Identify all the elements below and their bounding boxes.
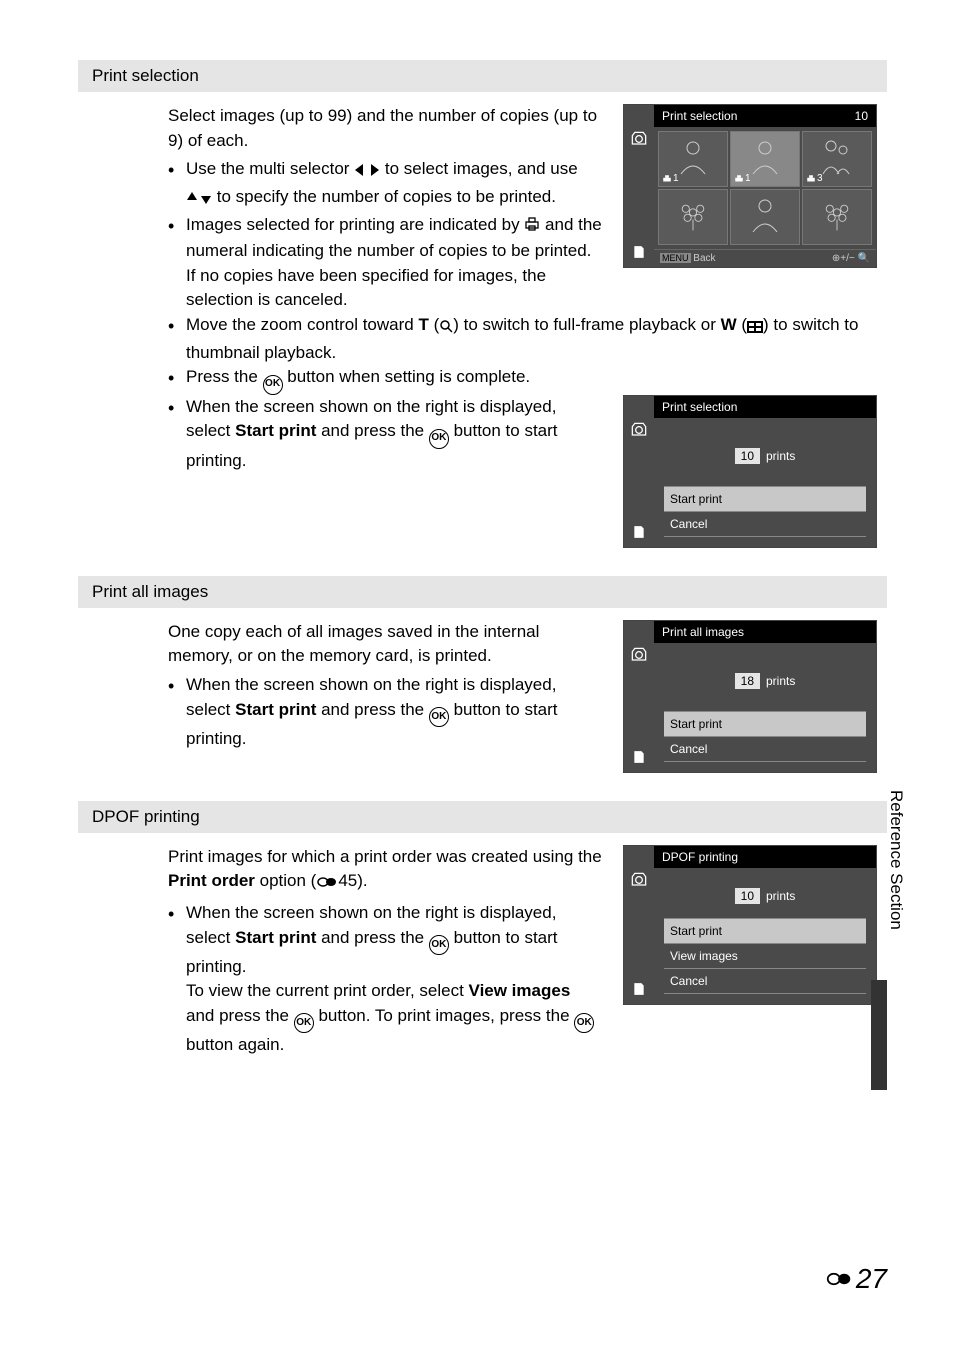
section-header-print-all: Print all images [78,576,887,608]
section-body-dpof: Print images for which a print order was… [78,845,887,1058]
page-number: 27 [826,1263,887,1295]
up-down-arrow-icon [186,188,212,213]
page-number-text: 27 [856,1263,887,1295]
magnify-icon [439,316,453,341]
text-fragment: ( [737,315,747,334]
text-fragment: and press the [186,1006,294,1025]
section-body-print-all: One copy each of all images saved in the… [78,620,887,773]
start-print-label: Start print [235,928,316,947]
figure-dpof-menu: DPOF printing 10 prints Start print View… [623,845,877,1005]
text-fragment: button again. [186,1035,284,1054]
section-body-print-selection: Select images (up to 99) and the number … [78,104,887,548]
menu-item-cancel: Cancel [664,969,866,994]
prints-label: prints [766,674,795,688]
link-icon [316,872,338,897]
para-dpof: Print images for which a print order was… [168,845,603,897]
figure-print-selection-thumbnails: Print selection 10 1 1 3 MENU Back ⊕+/− … [623,104,877,268]
figure-count: 10 [855,109,868,123]
figure-title: DPOF printing [662,850,738,864]
card-icon [632,525,646,539]
print-count: 10 [735,888,760,904]
card-icon [632,750,646,764]
text-fragment: Move the zoom control toward [186,315,418,334]
prints-label: prints [766,889,795,903]
printer-icon [524,215,540,240]
intro-text: Select images (up to 99) and the number … [168,104,603,153]
w-label: W [721,315,737,334]
para-print-all: One copy each of all images saved in the… [168,620,603,669]
text-fragment: Print images for which a print order was… [168,847,602,866]
t-label: T [418,315,428,334]
card-icon [632,982,646,996]
copy-count: 3 [817,173,823,184]
figure-title: Print selection [662,400,737,414]
print-count: 10 [735,448,760,464]
section-header-print-selection: Print selection [78,60,887,92]
bullet-dpof: When the screen shown on the right is di… [186,901,603,1058]
text-fragment: Press the [186,367,263,386]
print-order-label: Print order [168,871,255,890]
start-print-label: Start print [235,700,316,719]
menu-item-start-print: Start print [664,919,866,944]
ok-button-icon: OK [574,1013,594,1033]
bullet-images-selected: Images selected for printing are indicat… [186,213,603,314]
text-fragment: to select images, and use [380,159,578,178]
print-count: 18 [735,673,760,689]
ref-num: 45 [338,871,357,890]
menu-item-start-print: Start print [664,487,866,512]
camera-icon [629,870,649,890]
camera-icon [629,420,649,440]
menu-item-cancel: Cancel [664,737,866,762]
bullet-press-ok: Press the OK button when setting is comp… [186,365,877,394]
menu-item-view-images: View images [664,944,866,969]
camera-icon [629,129,649,149]
link-icon [826,1270,852,1288]
menu-item-start-print: Start print [664,712,866,737]
back-label: MENU Back [660,253,716,264]
copy-count: 1 [673,173,679,184]
ok-button-icon: OK [263,375,283,395]
bullet-start-print: When the screen shown on the right is di… [186,395,603,474]
ok-button-icon: OK [429,935,449,955]
text-fragment: and press the [316,421,428,440]
ok-button-icon: OK [294,1013,314,1033]
text-fragment: Images selected for printing are indicat… [186,215,524,234]
bullet-print-all: When the screen shown on the right is di… [186,673,603,752]
copy-count: 1 [745,173,751,184]
text-fragment: ) to switch to full-frame playback or [453,315,720,334]
view-images-label: View images [469,981,571,1000]
text-fragment: option ( [255,871,316,890]
figure-print-selection-menu: Print selection 10 prints Start print Ca… [623,395,877,548]
text-fragment: to specify the number of copies to be pr… [212,187,556,206]
section-header-dpof: DPOF printing [78,801,887,833]
camera-icon [629,645,649,665]
text-fragment: and press the [316,928,428,947]
text-fragment: ( [429,315,439,334]
menu-item-cancel: Cancel [664,512,866,537]
ok-button-icon: OK [429,429,449,449]
card-icon [632,245,646,259]
figure-title: Print selection [662,109,737,123]
left-right-arrow-icon [354,160,380,185]
bullet-zoom: Move the zoom control toward T ( ) to swi… [186,313,877,365]
text-fragment: and press the [316,700,428,719]
text-fragment: button. To print images, press the [314,1006,575,1025]
bullet-multi-selector: Use the multi selector to select images,… [186,157,603,212]
text-fragment: Use the multi selector [186,159,354,178]
text-fragment: To view the current print order, select [186,981,469,1000]
figure-print-all-menu: Print all images 18 prints Start print C… [623,620,877,773]
prints-label: prints [766,449,795,463]
ok-button-icon: OK [429,707,449,727]
figure-title: Print all images [662,625,744,639]
zoom-label: ⊕+/− 🔍 [832,253,870,264]
side-tab [871,980,887,1090]
text-fragment: button when setting is complete. [283,367,531,386]
start-print-label: Start print [235,421,316,440]
text-fragment: ). [357,871,367,890]
thumbnail-icon [747,316,763,341]
side-label: Reference Section [886,790,906,930]
